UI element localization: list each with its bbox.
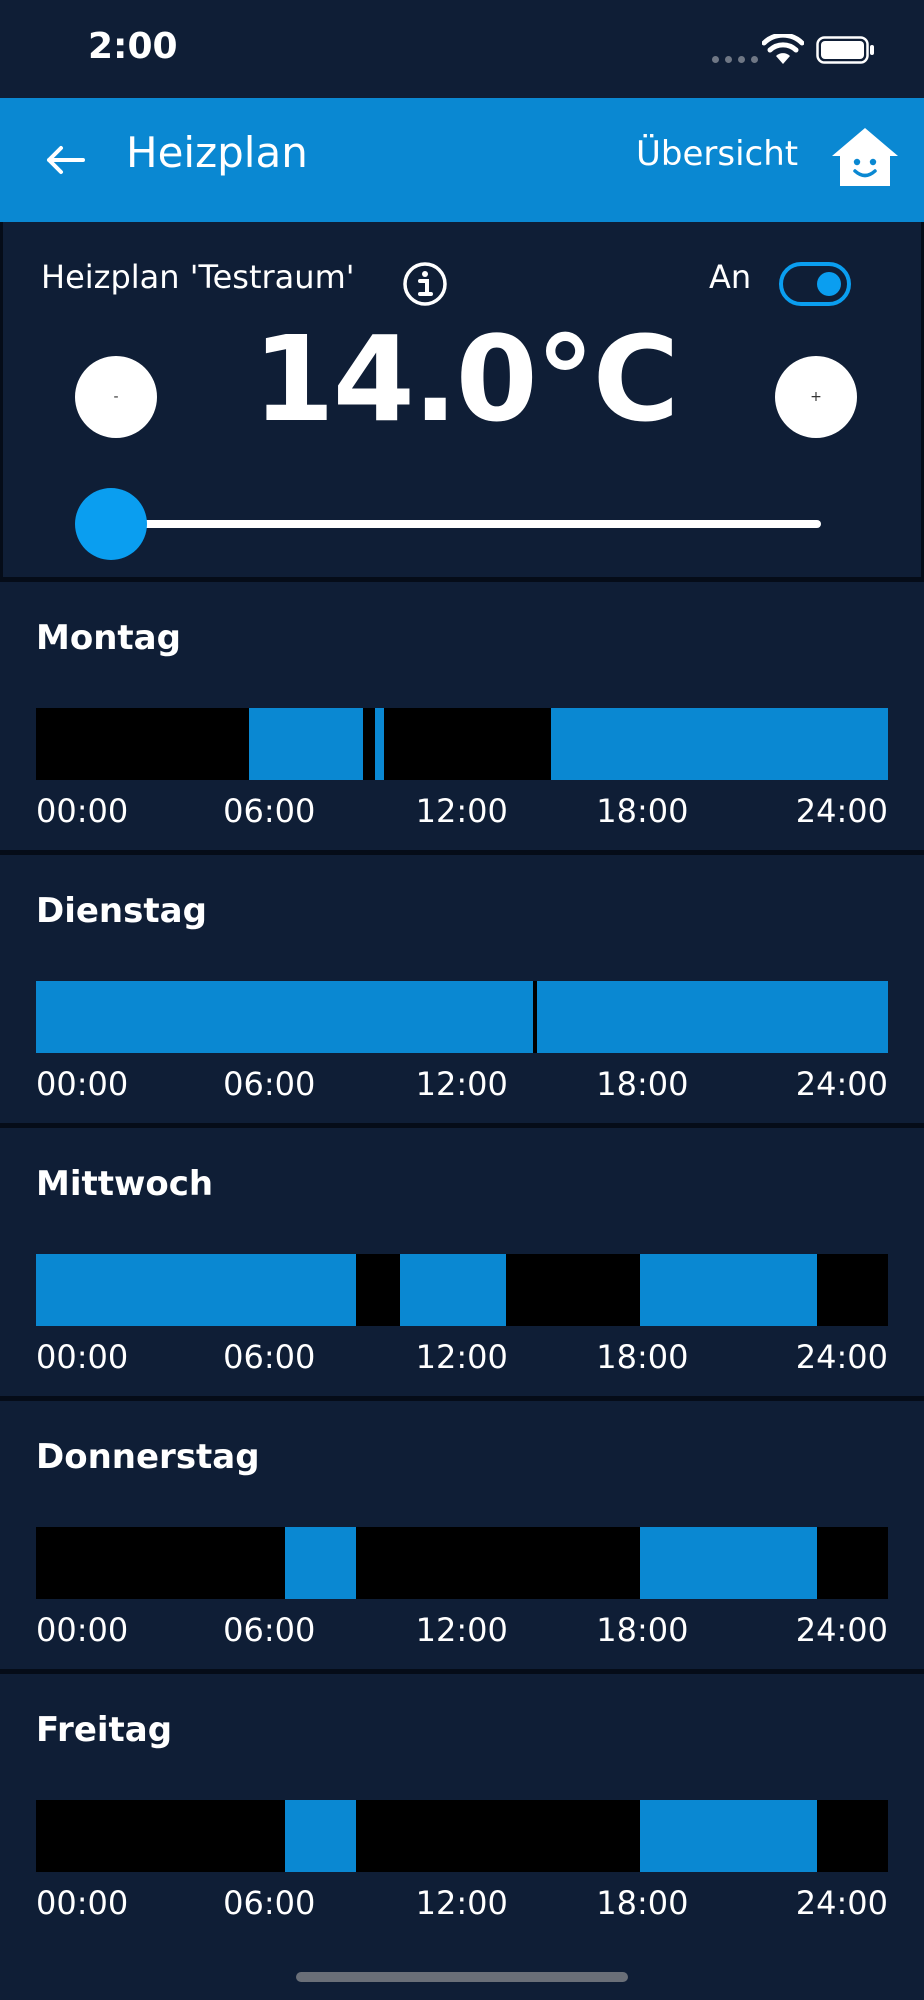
time-tick-label: 00:00 — [36, 1338, 129, 1376]
time-tick-label: 24:00 — [795, 1884, 888, 1922]
day-schedule-bar[interactable] — [36, 981, 888, 1053]
day-schedule-bar[interactable] — [36, 1254, 888, 1326]
time-tick-label: 18:00 — [596, 1611, 689, 1649]
time-tick-label: 12:00 — [415, 1611, 508, 1649]
day-section[interactable]: Dienstag 00:00 06:00 12:00 18:00 24:00 — [0, 855, 924, 1128]
day-schedule-bar[interactable] — [36, 1527, 888, 1599]
day-title: Donnerstag — [36, 1437, 260, 1477]
time-axis: 00:00 06:00 12:00 18:00 24:00 — [36, 1884, 888, 1928]
heating-period — [284, 1527, 356, 1599]
heating-period — [36, 1254, 356, 1326]
signal-icon — [712, 56, 758, 63]
time-tick-label: 06:00 — [223, 792, 316, 830]
overview-link[interactable]: Übersicht — [636, 134, 799, 174]
day-section[interactable]: Montag 00:00 06:00 12:00 18:00 24:00 — [0, 582, 924, 855]
time-tick-label: 00:00 — [36, 1065, 129, 1103]
time-tick-label: 12:00 — [415, 1884, 508, 1922]
time-axis: 00:00 06:00 12:00 18:00 24:00 — [36, 1611, 888, 1655]
heating-period — [639, 1254, 817, 1326]
heating-period — [639, 1800, 817, 1872]
time-tick-label: 24:00 — [795, 1611, 888, 1649]
time-tick-label: 12:00 — [415, 792, 508, 830]
time-tick-label: 18:00 — [596, 1065, 689, 1103]
temperature-display: 14.0°C — [252, 310, 680, 448]
day-schedule-bar[interactable] — [36, 708, 888, 780]
decrease-temperature-button[interactable]: - — [75, 356, 157, 438]
heating-period — [639, 1527, 817, 1599]
back-arrow-icon — [47, 146, 85, 174]
day-title: Dienstag — [36, 891, 207, 931]
increase-temperature-button[interactable]: + — [775, 356, 857, 438]
time-tick-label: 00:00 — [36, 1884, 129, 1922]
page-title: Heizplan — [126, 128, 308, 177]
time-axis: 00:00 06:00 12:00 18:00 24:00 — [36, 1065, 888, 1109]
time-tick-label: 00:00 — [36, 792, 129, 830]
home-indicator[interactable] — [296, 1972, 628, 1982]
temperature-slider-thumb[interactable] — [75, 488, 147, 560]
time-tick-label: 06:00 — [223, 1065, 316, 1103]
heating-period — [399, 1254, 507, 1326]
time-tick-label: 24:00 — [795, 1065, 888, 1103]
back-button[interactable] — [40, 132, 90, 188]
time-tick-label: 06:00 — [223, 1611, 316, 1649]
time-tick-label: 06:00 — [223, 1884, 316, 1922]
day-section[interactable]: Mittwoch 00:00 06:00 12:00 18:00 24:00 — [0, 1128, 924, 1401]
time-tick-label: 18:00 — [596, 1884, 689, 1922]
time-tick-label: 12:00 — [415, 1338, 508, 1376]
heating-period — [36, 981, 533, 1053]
heating-period — [550, 708, 888, 780]
day-section[interactable]: Freitag 00:00 06:00 12:00 18:00 24:00 — [0, 1674, 924, 1974]
time-tick-label: 00:00 — [36, 1611, 129, 1649]
status-bar: 2:00 — [0, 0, 924, 98]
heating-period — [375, 708, 384, 780]
heating-period — [536, 981, 888, 1053]
smiling-house-icon[interactable] — [830, 126, 900, 188]
heating-period — [284, 1800, 356, 1872]
heating-plan-toggle[interactable] — [779, 262, 851, 306]
day-title: Mittwoch — [36, 1164, 214, 1204]
time-tick-label: 24:00 — [795, 792, 888, 830]
status-time: 2:00 — [88, 26, 178, 67]
app-header: Heizplan Übersicht — [0, 98, 924, 222]
wifi-icon — [762, 34, 804, 64]
plan-label: Heizplan 'Testraum' — [41, 258, 355, 296]
time-tick-label: 12:00 — [415, 1065, 508, 1103]
day-section[interactable]: Donnerstag 00:00 06:00 12:00 18:00 24:00 — [0, 1401, 924, 1674]
time-axis: 00:00 06:00 12:00 18:00 24:00 — [36, 1338, 888, 1382]
control-panel: Heizplan 'Testraum' An - 14.0°C + — [0, 222, 924, 582]
day-title: Montag — [36, 618, 181, 658]
time-tick-label: 06:00 — [223, 1338, 316, 1376]
info-icon[interactable] — [401, 260, 449, 308]
toggle-knob — [817, 272, 841, 296]
heating-period — [249, 708, 363, 780]
day-title: Freitag — [36, 1710, 173, 1750]
time-axis: 00:00 06:00 12:00 18:00 24:00 — [36, 792, 888, 836]
time-tick-label: 18:00 — [596, 792, 689, 830]
time-tick-label: 18:00 — [596, 1338, 689, 1376]
day-schedule-bar[interactable] — [36, 1800, 888, 1872]
battery-icon — [816, 36, 874, 64]
toggle-label: An — [709, 258, 752, 296]
time-tick-label: 24:00 — [795, 1338, 888, 1376]
temperature-slider-track[interactable] — [123, 520, 821, 528]
